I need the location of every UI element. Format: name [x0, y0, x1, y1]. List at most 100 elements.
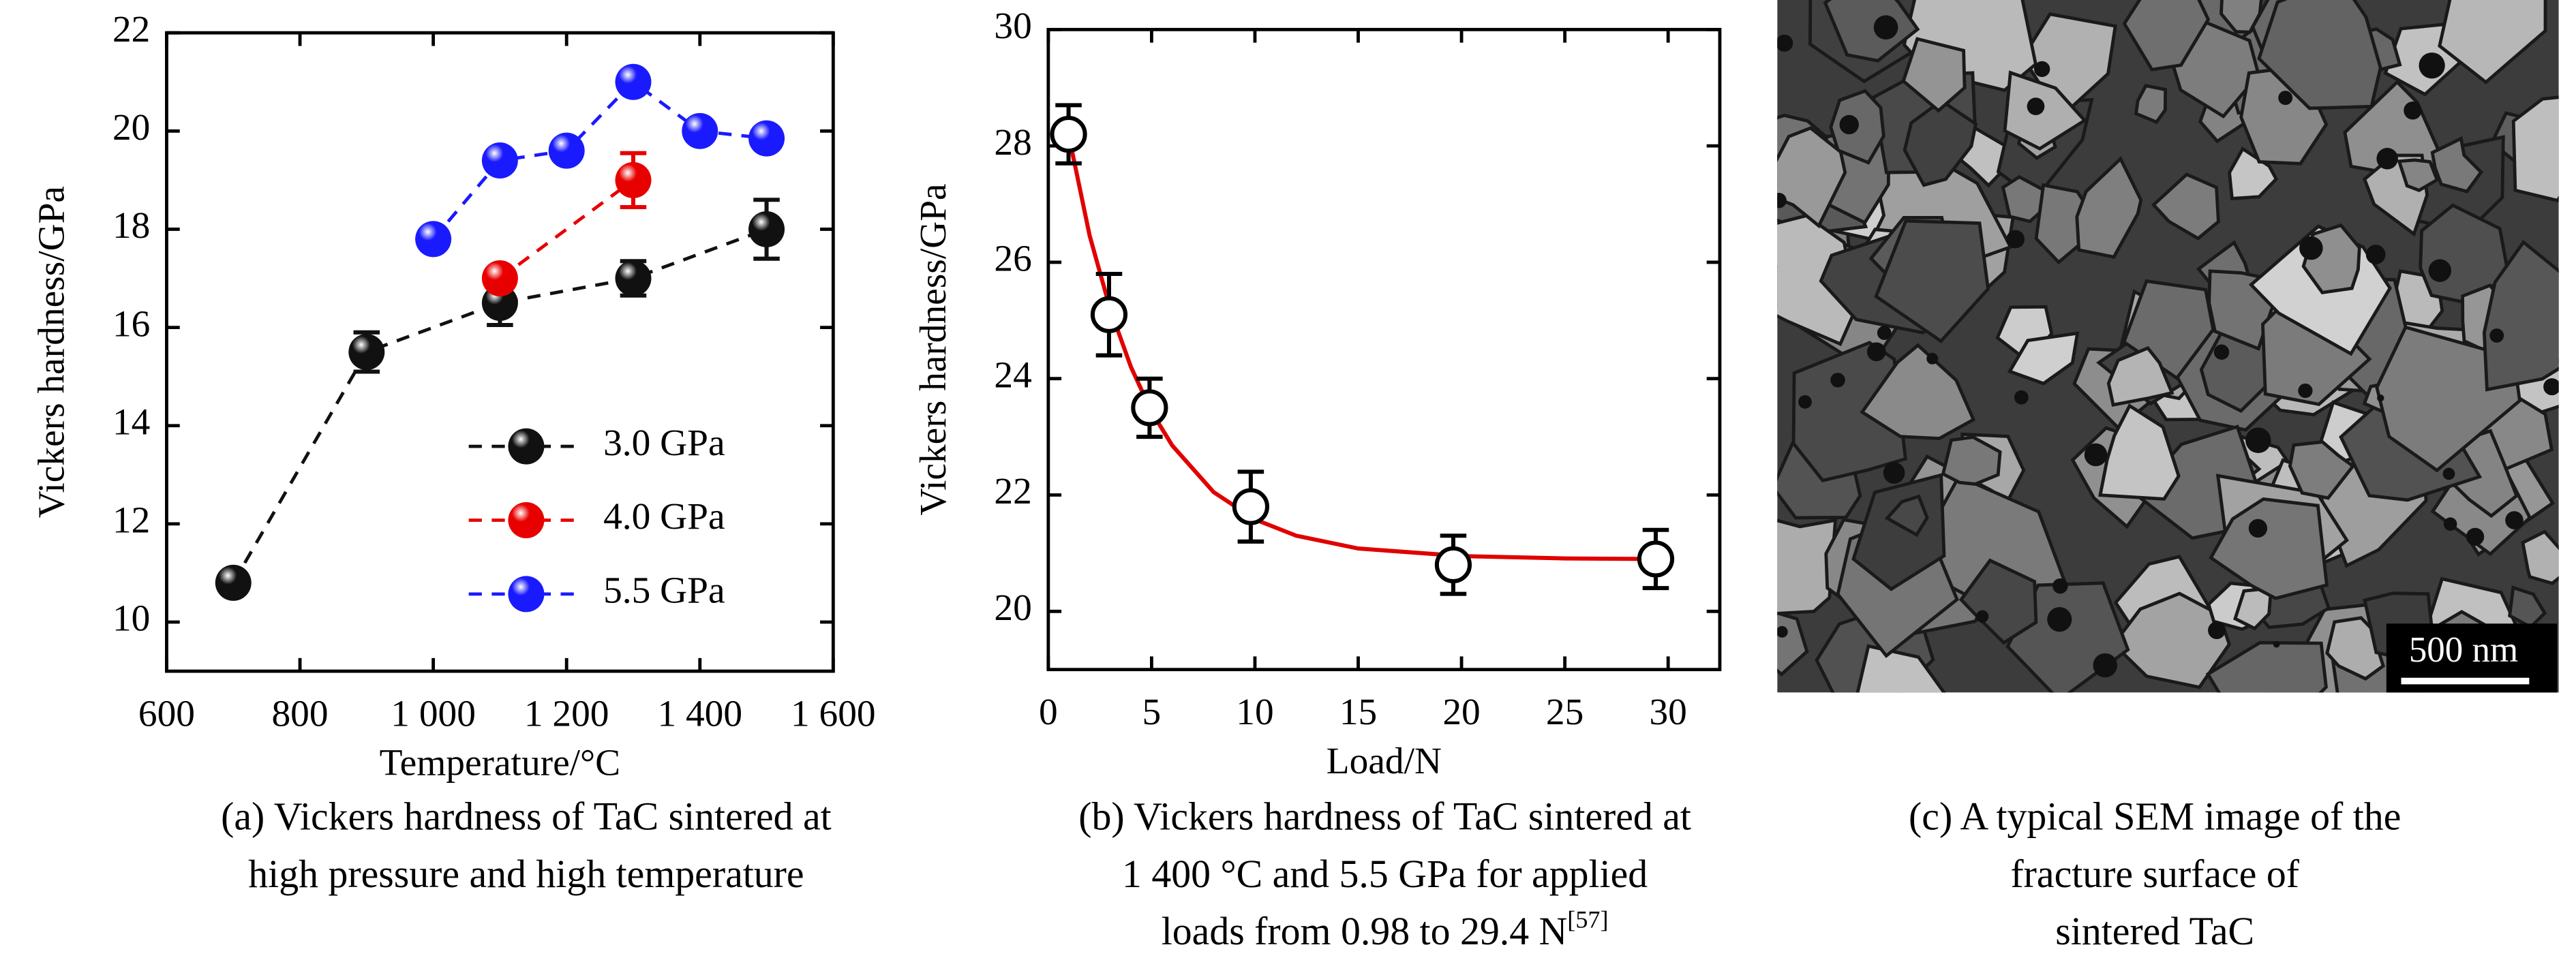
legend-label: 4.0 GPa: [603, 495, 725, 537]
pore: [2377, 394, 2384, 402]
caption: 1 400 °C and 5.5 GPa for applied: [1122, 852, 1648, 896]
grain: [1901, 37, 1967, 113]
marker: [682, 112, 718, 149]
x-tick-label: 10: [1236, 691, 1273, 732]
marker: [481, 142, 518, 179]
pore: [2052, 578, 2068, 594]
marker: [415, 221, 452, 258]
y-tick-label: 20: [994, 587, 1031, 628]
marker: [748, 120, 785, 157]
grain: [2209, 497, 2329, 600]
pore: [1830, 373, 1845, 388]
y-tick-label: 20: [112, 106, 150, 148]
marker: [1434, 546, 1472, 584]
y-tick-label: 28: [994, 121, 1031, 163]
x-axis-label: Temperature/°C: [380, 742, 620, 784]
x-tick-label: 25: [1546, 691, 1584, 732]
grain: [2205, 640, 2328, 693]
x-tick-label: 20: [1442, 691, 1480, 732]
marker: [548, 132, 585, 169]
y-tick-label: 10: [112, 598, 150, 639]
series-line: [431, 80, 767, 241]
pore: [2543, 378, 2559, 396]
grain: [1958, 558, 2038, 645]
pore: [2365, 245, 2386, 264]
grain: [2106, 345, 2175, 407]
marker: [615, 161, 652, 198]
grain: [2122, 0, 2211, 72]
legend-label: 5.5 GPa: [603, 570, 725, 611]
pore: [1883, 462, 1905, 484]
y-tick-label: 14: [112, 401, 150, 442]
marker: [348, 334, 385, 371]
caption: (a) Vickers hardness of TaC sintered at: [221, 794, 832, 839]
plot-frame: [165, 31, 835, 673]
series-line: [498, 179, 635, 280]
legend-marker: [508, 428, 545, 465]
caption: sintered TaC: [2055, 909, 2254, 953]
caption: (c) A typical SEM image of the: [1909, 794, 2401, 839]
pore: [1839, 114, 1859, 135]
pore: [2419, 52, 2445, 79]
grain: [2228, 146, 2279, 200]
pore: [2213, 344, 2230, 360]
y-axis-label: Vickers hardness/GPa: [912, 183, 954, 515]
pore: [2466, 527, 2485, 546]
grain: [2482, 240, 2559, 392]
y-tick-label: 16: [112, 303, 150, 344]
caption: fracture surface of: [2010, 852, 2299, 896]
pore: [2442, 467, 2455, 480]
pore: [2027, 97, 2045, 115]
x-tick-label: 1 400: [657, 692, 742, 734]
caption: (b) Vickers hardness of TaC sintered at: [1078, 794, 1691, 839]
x-tick-label: 1 200: [524, 692, 609, 734]
grain: [2438, 0, 2547, 84]
grain: [1874, 219, 1990, 343]
pore: [2428, 259, 2452, 282]
caption: high pressure and high temperature: [248, 852, 804, 896]
pore: [2033, 61, 2050, 78]
x-tick-label: 800: [272, 692, 329, 734]
pore: [2248, 518, 2268, 538]
pore: [1798, 395, 1812, 409]
x-tick-label: 15: [1339, 691, 1377, 732]
pore: [1777, 193, 1787, 208]
pore: [2208, 621, 2226, 640]
fit-curve: [1066, 134, 1656, 561]
x-tick-label: 1 600: [791, 692, 876, 734]
marker: [615, 63, 652, 100]
grain: [1903, 98, 1978, 187]
grain: [2511, 95, 2559, 203]
grain: [2288, 440, 2356, 500]
grain: [2257, 0, 2382, 110]
y-tick-label: 18: [112, 204, 150, 246]
pore: [2278, 91, 2293, 106]
pore: [2443, 517, 2457, 531]
pore: [1975, 610, 1989, 623]
y-axis-label: Vickers hardness/GPa: [30, 186, 72, 518]
grain: [1884, 494, 1929, 538]
caption-reference: [57]: [1567, 906, 1608, 933]
pore: [2014, 390, 2029, 405]
pore: [1877, 326, 1892, 340]
grain: [1860, 343, 1976, 441]
legend-label: 3.0 GPa: [603, 422, 725, 463]
pore: [1866, 342, 1886, 362]
marker: [481, 260, 518, 297]
y-tick-label: 22: [112, 8, 150, 50]
pore: [1873, 15, 1898, 40]
pore: [2273, 640, 2280, 648]
grain: [2003, 70, 2087, 151]
x-tick-label: 30: [1649, 691, 1686, 732]
y-tick-label: 22: [994, 470, 1031, 512]
y-tick-label: 12: [112, 499, 150, 541]
pore: [2298, 383, 2313, 399]
pore: [1777, 34, 1793, 52]
pore: [2489, 328, 2504, 343]
pore: [2505, 511, 2524, 529]
x-axis-label: Load/N: [1327, 740, 1442, 781]
y-tick-label: 24: [994, 354, 1031, 395]
caption-line: loads from 0.98 to 29.4 N: [1162, 909, 1568, 953]
